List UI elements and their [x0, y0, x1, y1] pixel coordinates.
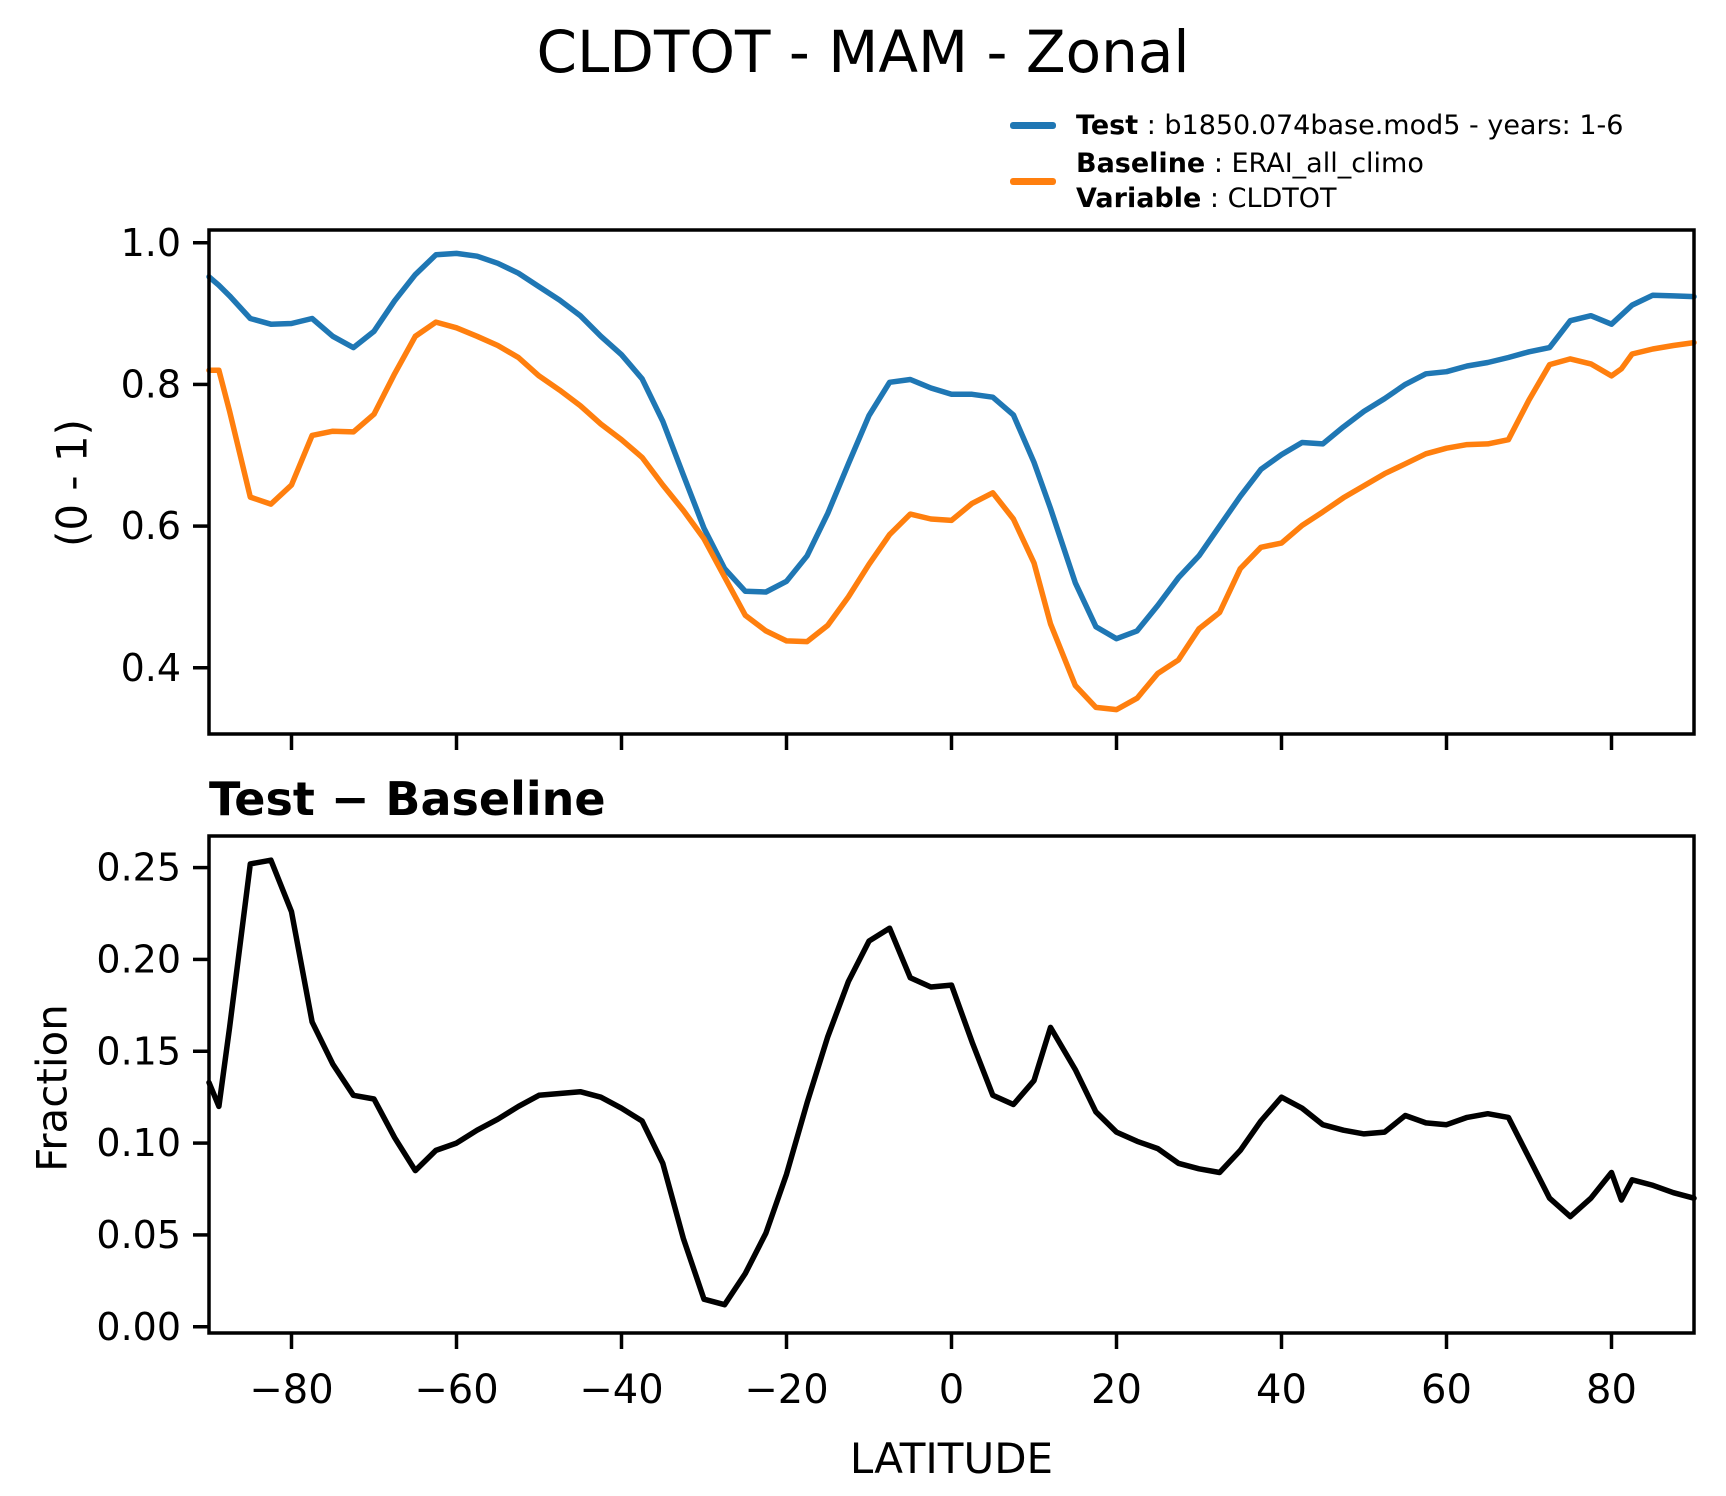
- legend-variable-keyword: Variable: [1076, 183, 1202, 214]
- bottom-panel-x-tick-label: 60: [1421, 1367, 1472, 1413]
- bottom-panel-axes-frame: [207, 834, 1696, 1335]
- bottom-panel-series-test-minus-baseline: [206, 857, 1697, 1308]
- legend-test-keyword: Test: [1076, 109, 1139, 141]
- bottom-panel-y-tick-label: 0.20: [96, 937, 181, 981]
- legend-test-value: : b1850.074base.mod5 - years: 1-6: [1138, 109, 1624, 141]
- baseline-line-swatch: [1010, 177, 1056, 185]
- legend-entry-test-label: Test : b1850.074base.mod5 - years: 1-6: [1076, 108, 1623, 143]
- bottom-panel-x-tick-label: 40: [1256, 1367, 1307, 1413]
- top-panel-y-tick-label: 1.0: [121, 221, 181, 265]
- x-axis-label: LATITUDE: [849, 1434, 1054, 1483]
- top-panel-series-baseline: [206, 319, 1697, 713]
- bottom-panel-y-tick-label: 0.25: [96, 846, 181, 890]
- top-panel-series-test: [206, 250, 1697, 642]
- legend: Test : b1850.074base.mod5 - years: 1-6 B…: [0, 0, 1726, 230]
- top-panel-y-axis-label: (0 - 1): [47, 418, 97, 548]
- legend-entry-baseline: Baseline : ERAI_all_climo Variable : CLD…: [1010, 146, 1424, 216]
- x-axis-label-row: LATITUDE: [0, 1434, 1726, 1483]
- legend-variable-line: Variable : CLDTOT: [1076, 181, 1424, 216]
- bottom-panel-x-tick-label: −40: [579, 1367, 663, 1413]
- bottom-panel-title: Test − Baseline: [209, 772, 606, 826]
- legend-baseline-line: Baseline : ERAI_all_climo: [1076, 146, 1424, 181]
- legend-baseline-value: : ERAI_all_climo: [1205, 148, 1424, 179]
- bottom-panel-y-axis-label: Fraction: [27, 1004, 77, 1172]
- bottom-panel-x-tick-label: −80: [249, 1367, 333, 1413]
- legend-variable-value: : CLDTOT: [1201, 183, 1337, 214]
- bottom-panel-x-tick-label: 20: [1091, 1367, 1142, 1413]
- legend-entry-baseline-label: Baseline : ERAI_all_climo Variable : CLD…: [1076, 146, 1424, 216]
- bottom-panel-x-tick-label: −20: [744, 1367, 828, 1413]
- top-panel-axes-frame: [207, 228, 1696, 736]
- legend-entry-test: Test : b1850.074base.mod5 - years: 1-6: [1010, 104, 1623, 146]
- bottom-panel-y-tick-label: 0.15: [96, 1029, 181, 1073]
- legend-baseline-keyword: Baseline: [1076, 148, 1206, 179]
- bottom-panel-y-tick-label: 0.10: [96, 1121, 181, 1165]
- bottom-panel-x-tick-label: 0: [939, 1367, 964, 1413]
- bottom-panel-y-tick-label: 0.00: [96, 1305, 181, 1349]
- bottom-panel-x-tick-label: −60: [414, 1367, 498, 1413]
- bottom-panel-x-tick-label: 80: [1586, 1367, 1637, 1413]
- top-panel-y-tick-label: 0.6: [121, 504, 181, 548]
- page-title: CLDTOT - MAM - Zonal: [536, 18, 1190, 86]
- test-line-swatch: [1010, 121, 1056, 129]
- bottom-panel-y-tick-label: 0.05: [96, 1213, 181, 1257]
- top-panel-y-tick-label: 0.8: [121, 362, 181, 406]
- top-panel-y-tick-label: 0.4: [121, 646, 181, 690]
